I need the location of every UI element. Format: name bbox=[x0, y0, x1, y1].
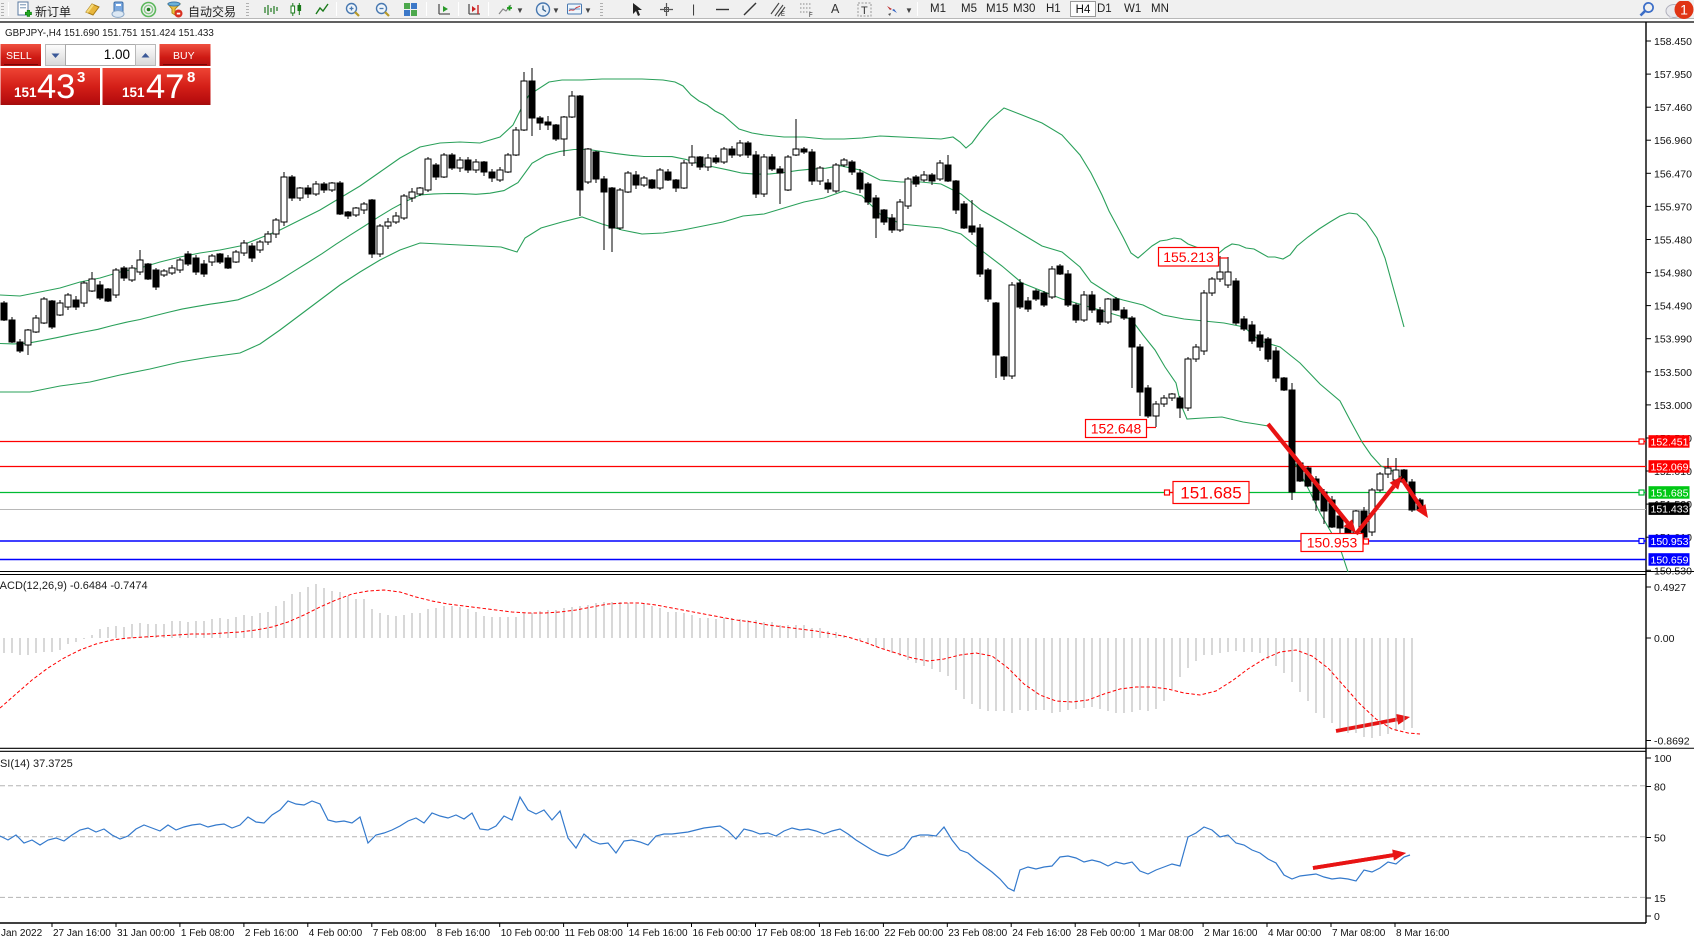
svg-text:23 Feb 08:00: 23 Feb 08:00 bbox=[948, 928, 1007, 939]
svg-text:152.069: 152.069 bbox=[1651, 461, 1689, 473]
svg-text:BUY: BUY bbox=[173, 50, 195, 62]
svg-text:T: T bbox=[861, 5, 868, 17]
svg-text:8 Feb 16:00: 8 Feb 16:00 bbox=[437, 928, 491, 939]
svg-text:F: F bbox=[809, 13, 813, 18]
svg-text:47: 47 bbox=[146, 68, 184, 106]
svg-text:10 Feb 00:00: 10 Feb 00:00 bbox=[501, 928, 560, 939]
svg-text:15: 15 bbox=[1654, 893, 1666, 905]
svg-text:-0.8692: -0.8692 bbox=[1654, 736, 1690, 748]
svg-text:0.4927: 0.4927 bbox=[1654, 582, 1686, 594]
svg-text:153.500: 153.500 bbox=[1654, 367, 1692, 379]
svg-text:155.213: 155.213 bbox=[1163, 249, 1214, 265]
svg-text:1.00: 1.00 bbox=[104, 47, 130, 62]
svg-text:18 Feb 16:00: 18 Feb 16:00 bbox=[820, 928, 879, 939]
svg-text:155.480: 155.480 bbox=[1654, 235, 1692, 247]
svg-text:155.970: 155.970 bbox=[1654, 201, 1692, 213]
svg-text:151.685: 151.685 bbox=[1651, 487, 1689, 499]
svg-text:0.00: 0.00 bbox=[1654, 633, 1675, 645]
svg-text:156.960: 156.960 bbox=[1654, 135, 1692, 147]
svg-text:1: 1 bbox=[1680, 2, 1688, 18]
svg-text:4 Mar 00:00: 4 Mar 00:00 bbox=[1268, 928, 1322, 939]
svg-text:158.450: 158.450 bbox=[1654, 36, 1692, 48]
svg-text:153.990: 153.990 bbox=[1654, 334, 1692, 346]
svg-text:27 Jan 16:00: 27 Jan 16:00 bbox=[53, 928, 111, 939]
svg-text:151: 151 bbox=[14, 85, 37, 100]
svg-text:16 Feb 00:00: 16 Feb 00:00 bbox=[693, 928, 752, 939]
svg-text:0: 0 bbox=[1654, 911, 1660, 923]
svg-text:154.490: 154.490 bbox=[1654, 301, 1692, 313]
svg-text:8 Mar 16:00: 8 Mar 16:00 bbox=[1396, 928, 1450, 939]
svg-text:MACD(12,26,9) -0.6484 -0.7474: MACD(12,26,9) -0.6484 -0.7474 bbox=[0, 580, 148, 592]
svg-text:22 Feb 00:00: 22 Feb 00:00 bbox=[884, 928, 943, 939]
svg-text:3: 3 bbox=[77, 69, 85, 86]
svg-text:11 Feb 08:00: 11 Feb 08:00 bbox=[565, 928, 624, 939]
svg-text:2 Feb 16:00: 2 Feb 16:00 bbox=[245, 928, 299, 939]
svg-text:31 Jan 00:00: 31 Jan 00:00 bbox=[117, 928, 175, 939]
svg-text:4 Feb 00:00: 4 Feb 00:00 bbox=[309, 928, 363, 939]
svg-text:152.451: 152.451 bbox=[1651, 436, 1689, 448]
svg-text:2 Mar 16:00: 2 Mar 16:00 bbox=[1204, 928, 1258, 939]
svg-text:151.685: 151.685 bbox=[1180, 484, 1241, 503]
svg-text:8: 8 bbox=[187, 69, 195, 86]
svg-text:150.953: 150.953 bbox=[1307, 535, 1358, 551]
svg-text:14 Feb 16:00: 14 Feb 16:00 bbox=[629, 928, 688, 939]
svg-text:50: 50 bbox=[1654, 833, 1666, 845]
svg-text:80: 80 bbox=[1654, 782, 1666, 794]
svg-text:152.648: 152.648 bbox=[1091, 421, 1142, 437]
svg-text:43: 43 bbox=[37, 68, 75, 106]
svg-text:157.950: 157.950 bbox=[1654, 69, 1692, 81]
svg-text:154.980: 154.980 bbox=[1654, 268, 1692, 280]
svg-text:GBPJPY-,H4 151.690 151.751 15: GBPJPY-,H4 151.690 151.751 151.424 151.4… bbox=[5, 28, 214, 39]
svg-text:7 Feb 08:00: 7 Feb 08:00 bbox=[373, 928, 427, 939]
svg-text:Jan 2022: Jan 2022 bbox=[1, 928, 43, 939]
svg-text:24 Feb 16:00: 24 Feb 16:00 bbox=[1012, 928, 1071, 939]
svg-text:17 Feb 08:00: 17 Feb 08:00 bbox=[757, 928, 816, 939]
svg-text:SELL: SELL bbox=[6, 50, 32, 62]
svg-text:150.953: 150.953 bbox=[1651, 536, 1689, 548]
svg-text:100: 100 bbox=[1654, 753, 1672, 765]
svg-text:151.433: 151.433 bbox=[1651, 504, 1689, 516]
svg-text:1 Feb 08:00: 1 Feb 08:00 bbox=[181, 928, 235, 939]
svg-text:150.659: 150.659 bbox=[1651, 554, 1689, 566]
svg-text:150.530: 150.530 bbox=[1654, 565, 1692, 577]
svg-text:1 Mar 08:00: 1 Mar 08:00 bbox=[1140, 928, 1194, 939]
svg-text:151: 151 bbox=[122, 85, 145, 100]
svg-text:RSI(14) 37.3725: RSI(14) 37.3725 bbox=[0, 758, 73, 770]
svg-text:28 Feb 00:00: 28 Feb 00:00 bbox=[1076, 928, 1135, 939]
svg-text:156.470: 156.470 bbox=[1654, 168, 1692, 180]
svg-text:7 Mar 08:00: 7 Mar 08:00 bbox=[1332, 928, 1386, 939]
svg-text:157.460: 157.460 bbox=[1654, 102, 1692, 114]
svg-text:153.000: 153.000 bbox=[1654, 400, 1692, 412]
svg-text:E: E bbox=[781, 12, 785, 18]
